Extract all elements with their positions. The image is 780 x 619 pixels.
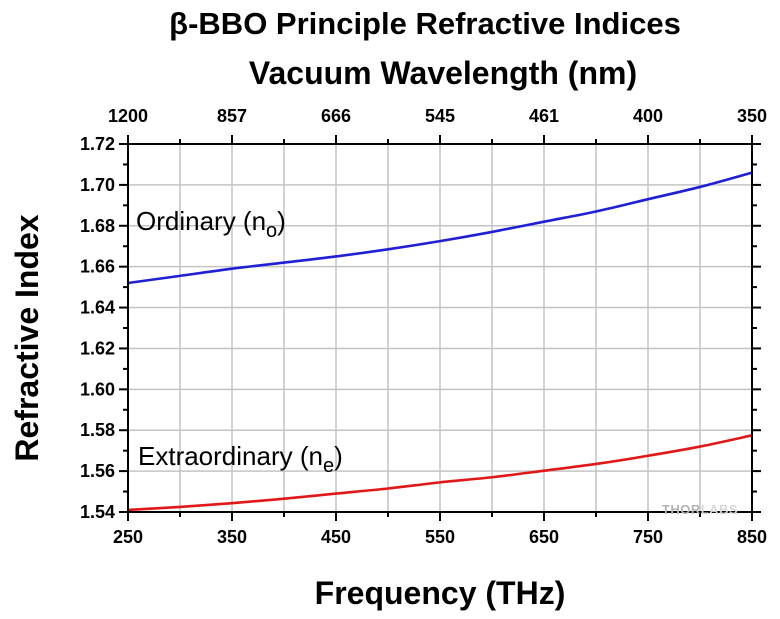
y-tick-label: 1.58 [80, 420, 115, 440]
x-tick-label: 650 [529, 527, 559, 547]
x-tick-label: 250 [113, 527, 143, 547]
bottom-axis-title: Frequency (THz) [315, 575, 566, 611]
series-layer [127, 171, 753, 512]
x-tick-label: 450 [321, 527, 351, 547]
y-tick-label: 1.70 [80, 175, 115, 195]
tick-marks [119, 135, 761, 521]
y-tick-label: 1.66 [80, 257, 115, 277]
x2-tick-label: 857 [217, 106, 247, 126]
x-tick-label: 550 [425, 527, 455, 547]
extraordinary-label-text: Extraordinary [138, 441, 293, 471]
svg-text:THORLABS: THORLABS [662, 502, 738, 517]
logo-text-dark: THOR [662, 502, 701, 517]
ordinary-label-subscript: o [266, 220, 277, 242]
ordinary-label-text: Ordinary [136, 206, 236, 236]
x2-tick-label: 545 [425, 106, 455, 126]
x2-tick-label: 350 [737, 106, 767, 126]
y-tick-label: 1.68 [80, 216, 115, 236]
extraordinary-label-subscript: e [323, 455, 334, 477]
x-tick-label: 350 [217, 527, 247, 547]
y-tick-label: 1.60 [80, 379, 115, 399]
series-line-ordinary [127, 171, 753, 285]
series-line-extraordinary [127, 434, 753, 512]
y-axis-title: Refractive Index [9, 214, 45, 461]
x-tick-label: 750 [633, 527, 663, 547]
x2-tick-label: 461 [529, 106, 559, 126]
x-tick-label: 850 [737, 527, 767, 547]
y-tick-label: 1.54 [80, 502, 115, 522]
x2-tick-label: 1200 [108, 106, 148, 126]
logo-text-light: LABS [701, 502, 738, 517]
x2-tick-label: 400 [633, 106, 663, 126]
ordinary-series-label: Ordinary (no) [136, 206, 286, 242]
chart-title: β-BBO Principle Refractive Indices [169, 6, 681, 41]
y-tick-label: 1.72 [80, 134, 115, 154]
x2-tick-label: 666 [321, 106, 351, 126]
y-tick-label: 1.56 [80, 461, 115, 481]
gridlines [128, 144, 752, 512]
top-axis-title: Vacuum Wavelength (nm) [249, 55, 637, 91]
y-tick-label: 1.62 [80, 338, 115, 358]
tick-labels: 250 1200 350 857 450 666 550 545 650 461 750 400 850… [80, 106, 767, 547]
y-tick-label: 1.64 [80, 298, 115, 318]
thorlabs-logo: THORLABS [662, 502, 738, 517]
